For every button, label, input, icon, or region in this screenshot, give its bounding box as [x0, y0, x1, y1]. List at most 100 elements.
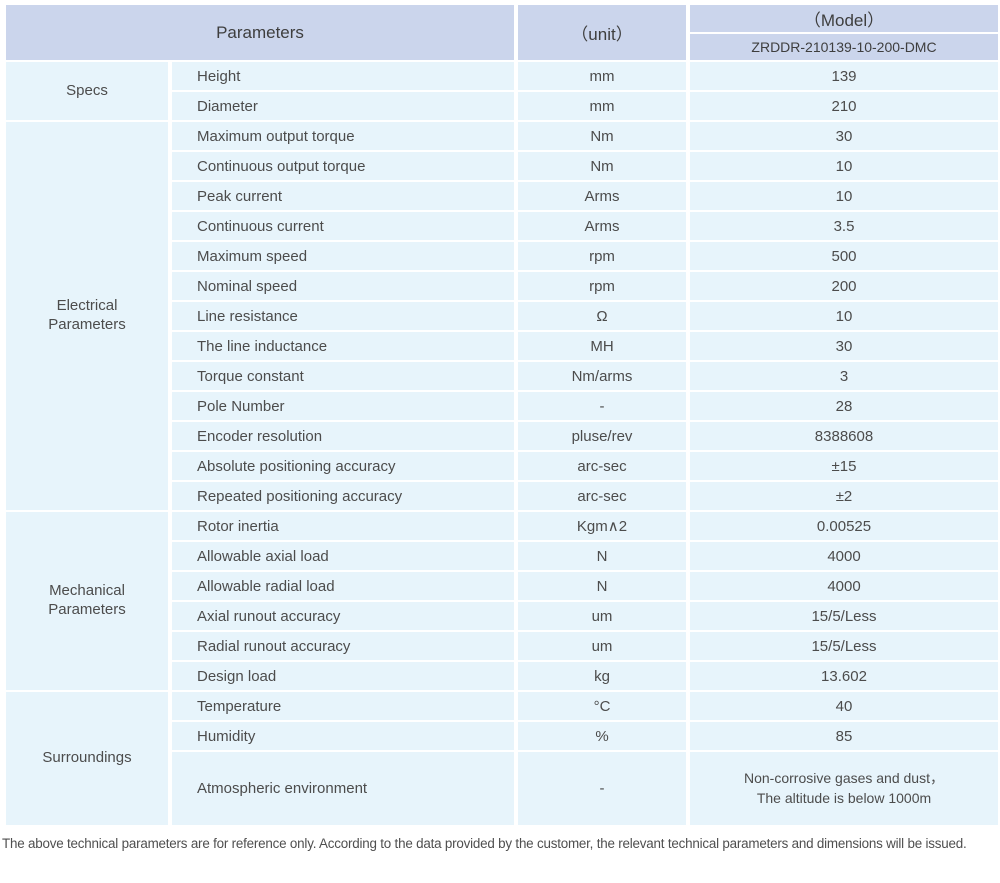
parameter-name-cell: Allowable axial load — [168, 540, 518, 572]
value-cell: 15/5/Less — [686, 630, 1000, 662]
parameter-name-cell: Atmospheric environment — [168, 750, 518, 827]
model-number: ZRDDR-210139-10-200-DMC — [686, 32, 1000, 62]
parameter-name-cell: Radial runout accuracy — [168, 630, 518, 662]
value-cell: 40 — [686, 690, 1000, 722]
unit-cell: arc-sec — [514, 450, 690, 482]
category-cell: Specs — [2, 60, 172, 122]
table-row: Line resistance Ω 10 — [4, 300, 1000, 332]
table-header: Parameters （unit） （Model） ZRDDR-210139-1… — [2, 3, 1000, 62]
parameter-name-cell: Continuous current — [168, 210, 518, 242]
table-row: Allowable radial load N 4000 — [4, 570, 1000, 602]
unit-cell: % — [514, 720, 690, 752]
table-row: Diameter mm 210 — [4, 90, 1000, 122]
unit-cell: kg — [514, 660, 690, 692]
value-cell: 3.5 — [686, 210, 1000, 242]
value-cell: 210 — [686, 90, 1000, 122]
value-cell: 4000 — [686, 570, 1000, 602]
value-cell: 4000 — [686, 540, 1000, 572]
category-cell: Mechanical Parameters — [2, 510, 172, 692]
parameter-name-cell: Height — [168, 60, 518, 92]
col-header-parameters: Parameters — [2, 3, 518, 62]
parameter-name-cell: Design load — [168, 660, 518, 692]
unit-cell: mm — [514, 60, 690, 92]
table-row: Allowable axial load N 4000 — [4, 540, 1000, 572]
table-row: Design load kg 13.602 — [4, 660, 1000, 692]
value-cell: 0.00525 — [686, 510, 1000, 542]
parameter-name-cell: Temperature — [168, 690, 518, 722]
unit-cell: pluse/rev — [514, 420, 690, 452]
parameter-name-cell: Allowable radial load — [168, 570, 518, 602]
table-row: Atmospheric environment - Non-corrosive ga… — [4, 750, 1000, 827]
parameter-name-cell: Encoder resolution — [168, 420, 518, 452]
parameter-name-cell: Pole Number — [168, 390, 518, 422]
table-row: Torque constant Nm/arms 3 — [4, 360, 1000, 392]
unit-cell: rpm — [514, 270, 690, 302]
table-row: Specs Height mm 139 — [2, 60, 1000, 122]
table-row: Continuous output torque Nm 10 — [4, 150, 1000, 182]
parameter-name-cell: Peak current — [168, 180, 518, 212]
parameter-name-cell: Rotor inertia — [168, 510, 518, 542]
table-row: Peak current Arms 10 — [4, 180, 1000, 212]
value-cell: 200 — [686, 270, 1000, 302]
value-cell: ±2 — [686, 480, 1000, 512]
unit-cell: um — [514, 600, 690, 632]
table-row: Maximum speed rpm 500 — [4, 240, 1000, 272]
parameter-name-cell: Diameter — [168, 90, 518, 122]
parameter-name-cell: Torque constant — [168, 360, 518, 392]
col-header-unit: （unit） — [514, 3, 690, 62]
value-cell: 15/5/Less — [686, 600, 1000, 632]
table-row: Axial runout accuracy um 15/5/Less — [4, 600, 1000, 632]
table-row: Electrical Parameters Maximum output torqu… — [2, 120, 1000, 512]
value-cell: 139 — [686, 60, 1000, 92]
parameter-name-cell: Humidity — [168, 720, 518, 752]
unit-cell: rpm — [514, 240, 690, 272]
parameter-name-cell: Maximum output torque — [168, 120, 518, 152]
unit-cell: um — [514, 630, 690, 662]
value-cell: 10 — [686, 180, 1000, 212]
parameter-name-cell: Line resistance — [168, 300, 518, 332]
table-row: Absolute positioning accuracy arc-sec ±15 — [4, 450, 1000, 482]
unit-cell: mm — [514, 90, 690, 122]
value-cell: 10 — [686, 150, 1000, 182]
unit-cell: Nm — [514, 120, 690, 152]
parameter-name-cell: Nominal speed — [168, 270, 518, 302]
value-cell: 13.602 — [686, 660, 1000, 692]
parameter-name-cell: Maximum speed — [168, 240, 518, 272]
unit-cell: °C — [514, 690, 690, 722]
parameter-name-cell: Absolute positioning accuracy — [168, 450, 518, 482]
value-cell: 3 — [686, 360, 1000, 392]
value-cell: 8388608 — [686, 420, 1000, 452]
table-row: Pole Number -28 — [4, 390, 1000, 422]
table-body: Specs Height mm 139 Diameter mm 210 Electrical P… — [2, 60, 1000, 827]
table-row: Continuous current Arms 3.5 — [4, 210, 1000, 242]
value-cell: 500 — [686, 240, 1000, 272]
table-row: Encoder resolution pluse/rev 8388608 — [4, 420, 1000, 452]
unit-cell: arc-sec — [514, 480, 690, 512]
unit-cell: Kgm∧2 — [514, 510, 690, 542]
value-cell: 28 — [686, 390, 1000, 422]
unit-cell: Arms — [514, 180, 690, 212]
category-cell: Electrical Parameters — [2, 120, 172, 512]
spec-table: Parameters （unit） （Model） ZRDDR-210139-1… — [2, 3, 1000, 827]
table-row: The line inductance MH 30 — [4, 330, 1000, 362]
table-row: Nominal speed rpm 200 — [4, 270, 1000, 302]
value-cell: 30 — [686, 330, 1000, 362]
table-row: Humidity% 85 — [4, 720, 1000, 752]
table-row: Radial runout accuracy um 15/5/Less — [4, 630, 1000, 662]
table-row: Repeated positioning accuracy arc-sec ±2 — [4, 480, 1000, 512]
unit-cell: Nm/arms — [514, 360, 690, 392]
table-row: Surroundings Temperature °C 40 — [2, 690, 1000, 827]
parameter-name-cell: Repeated positioning accuracy — [168, 480, 518, 512]
parameter-name-cell: Continuous output torque — [168, 150, 518, 182]
footnote-text: The above technical parameters are for r… — [2, 836, 967, 851]
unit-cell: MH — [514, 330, 690, 362]
table-row: Mechanical Parameters Rotor inertia Kgm∧2 0.… — [2, 510, 1000, 692]
value-cell: Non-corrosive gases and dust， The altitud… — [686, 750, 1000, 827]
unit-cell: N — [514, 570, 690, 602]
unit-cell: N — [514, 540, 690, 572]
parameter-name-cell: The line inductance — [168, 330, 518, 362]
parameter-name-cell: Axial runout accuracy — [168, 600, 518, 632]
category-cell: Surroundings — [2, 690, 172, 827]
unit-cell: Arms — [514, 210, 690, 242]
value-cell: ±15 — [686, 450, 1000, 482]
